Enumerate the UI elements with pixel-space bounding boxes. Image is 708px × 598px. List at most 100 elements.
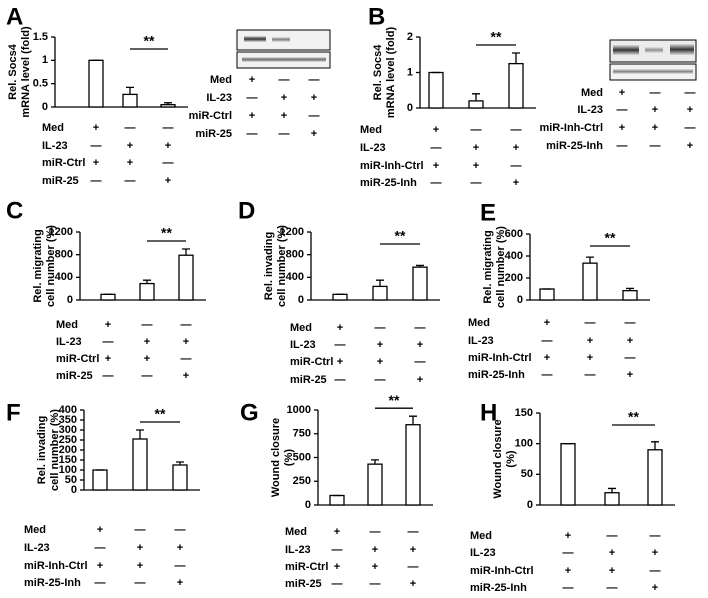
condition-sign: + <box>473 142 479 154</box>
condition-sign: + <box>165 140 171 152</box>
condition-label: Med <box>42 122 64 134</box>
condition-sign: — <box>163 122 174 134</box>
y-tick-label: 0 <box>517 294 523 306</box>
condition-sign: — <box>617 140 628 152</box>
y-tick-label: 0 <box>527 499 533 511</box>
condition-label: Med <box>290 322 312 334</box>
panel-letter: F <box>6 399 21 426</box>
condition-sign: — <box>181 319 192 331</box>
y-axis-label: mRNA level (fold) <box>20 26 32 118</box>
y-axis-label: mRNA level (fold) <box>385 27 397 119</box>
condition-sign: + <box>127 157 133 169</box>
condition-label: miR-Ctrl <box>290 356 333 368</box>
condition-sign: — <box>542 335 553 347</box>
condition-sign: — <box>247 92 258 104</box>
error-bar <box>136 429 144 439</box>
bar <box>367 463 383 506</box>
bar <box>122 93 138 108</box>
condition-sign: + <box>652 547 658 559</box>
y-axis-label: Rel. migrating <box>482 230 494 303</box>
condition-sign: + <box>410 544 416 556</box>
condition-label: miR-Inh-Ctrl <box>360 160 424 172</box>
condition-label: miR-25 <box>290 374 327 386</box>
y-axis-label: Wound closure <box>270 418 282 497</box>
error-bar <box>651 441 659 450</box>
error-bar <box>176 461 184 465</box>
condition-sign: — <box>95 542 106 554</box>
condition-sign: + <box>587 335 593 347</box>
y-tick-label: 50 <box>521 468 533 480</box>
y-tick-label: 400 <box>505 250 523 262</box>
condition-sign: — <box>511 160 522 172</box>
condition-label: miR-Ctrl <box>189 110 232 122</box>
condition-sign: — <box>685 122 696 134</box>
significance-label: ** <box>144 33 155 49</box>
panel-letter: A <box>6 3 23 30</box>
condition-sign: — <box>607 530 618 542</box>
condition-sign: + <box>105 319 111 331</box>
y-tick-label: 800 <box>55 249 73 261</box>
condition-sign: — <box>408 526 419 538</box>
condition-sign: + <box>473 160 479 172</box>
condition-sign: — <box>279 128 290 140</box>
condition-sign: + <box>177 577 183 589</box>
condition-sign: — <box>431 142 442 154</box>
condition-label: miR-Ctrl <box>42 157 85 169</box>
y-tick-label: 2 <box>407 31 413 43</box>
condition-sign: + <box>144 336 150 348</box>
error-bar <box>512 52 520 64</box>
error-bar <box>586 256 594 264</box>
y-axis-label: cell number (%) <box>49 409 61 491</box>
blot-image <box>236 29 331 69</box>
y-tick-label: 750 <box>293 428 311 440</box>
panel-letter: C <box>6 197 23 224</box>
condition-sign: + <box>433 160 439 172</box>
condition-sign: — <box>91 175 102 187</box>
y-tick-label: 1.5 <box>33 31 48 43</box>
condition-sign: + <box>652 582 658 594</box>
y-tick-label: 400 <box>59 404 77 416</box>
condition-label: IL-23 <box>468 335 494 347</box>
condition-sign: — <box>247 128 258 140</box>
y-axis-label: (%) <box>505 450 517 467</box>
condition-sign: + <box>565 565 571 577</box>
condition-label: Med <box>210 74 232 86</box>
error-bar <box>472 93 480 101</box>
condition-sign: + <box>137 560 143 572</box>
condition-sign: + <box>433 124 439 136</box>
condition-sign: + <box>377 339 383 351</box>
condition-sign: + <box>93 122 99 134</box>
condition-sign: — <box>431 177 442 189</box>
panel-letter: G <box>240 399 259 426</box>
condition-sign: + <box>177 542 183 554</box>
error-bar <box>164 102 172 105</box>
condition-sign: — <box>607 582 618 594</box>
y-tick-label: 0.5 <box>33 78 48 90</box>
y-tick-label: 200 <box>505 272 523 284</box>
condition-sign: + <box>311 128 317 140</box>
condition-sign: — <box>563 547 574 559</box>
condition-label: miR-Inh-Ctrl <box>24 560 88 572</box>
blot-image <box>609 39 697 81</box>
y-tick-label: 150 <box>515 407 533 419</box>
condition-label: miR-Inh-Ctrl <box>470 565 534 577</box>
condition-sign: + <box>97 560 103 572</box>
y-tick-label: 350 <box>59 414 77 426</box>
condition-sign: + <box>105 353 111 365</box>
condition-label: miR-Ctrl <box>285 561 328 573</box>
condition-label: Med <box>24 524 46 536</box>
condition-sign: + <box>337 322 343 334</box>
bar <box>88 59 104 108</box>
bar <box>160 104 176 108</box>
bar <box>582 262 598 301</box>
bar <box>468 100 484 109</box>
error-bar <box>376 279 384 287</box>
condition-sign: — <box>91 140 102 152</box>
condition-label: miR-25 <box>285 578 322 590</box>
condition-label: IL-23 <box>577 104 603 116</box>
condition-label: IL-23 <box>206 92 232 104</box>
condition-sign: + <box>513 142 519 154</box>
y-tick-label: 150 <box>59 454 77 466</box>
y-tick-label: 1 <box>42 54 48 66</box>
bar <box>178 254 194 301</box>
